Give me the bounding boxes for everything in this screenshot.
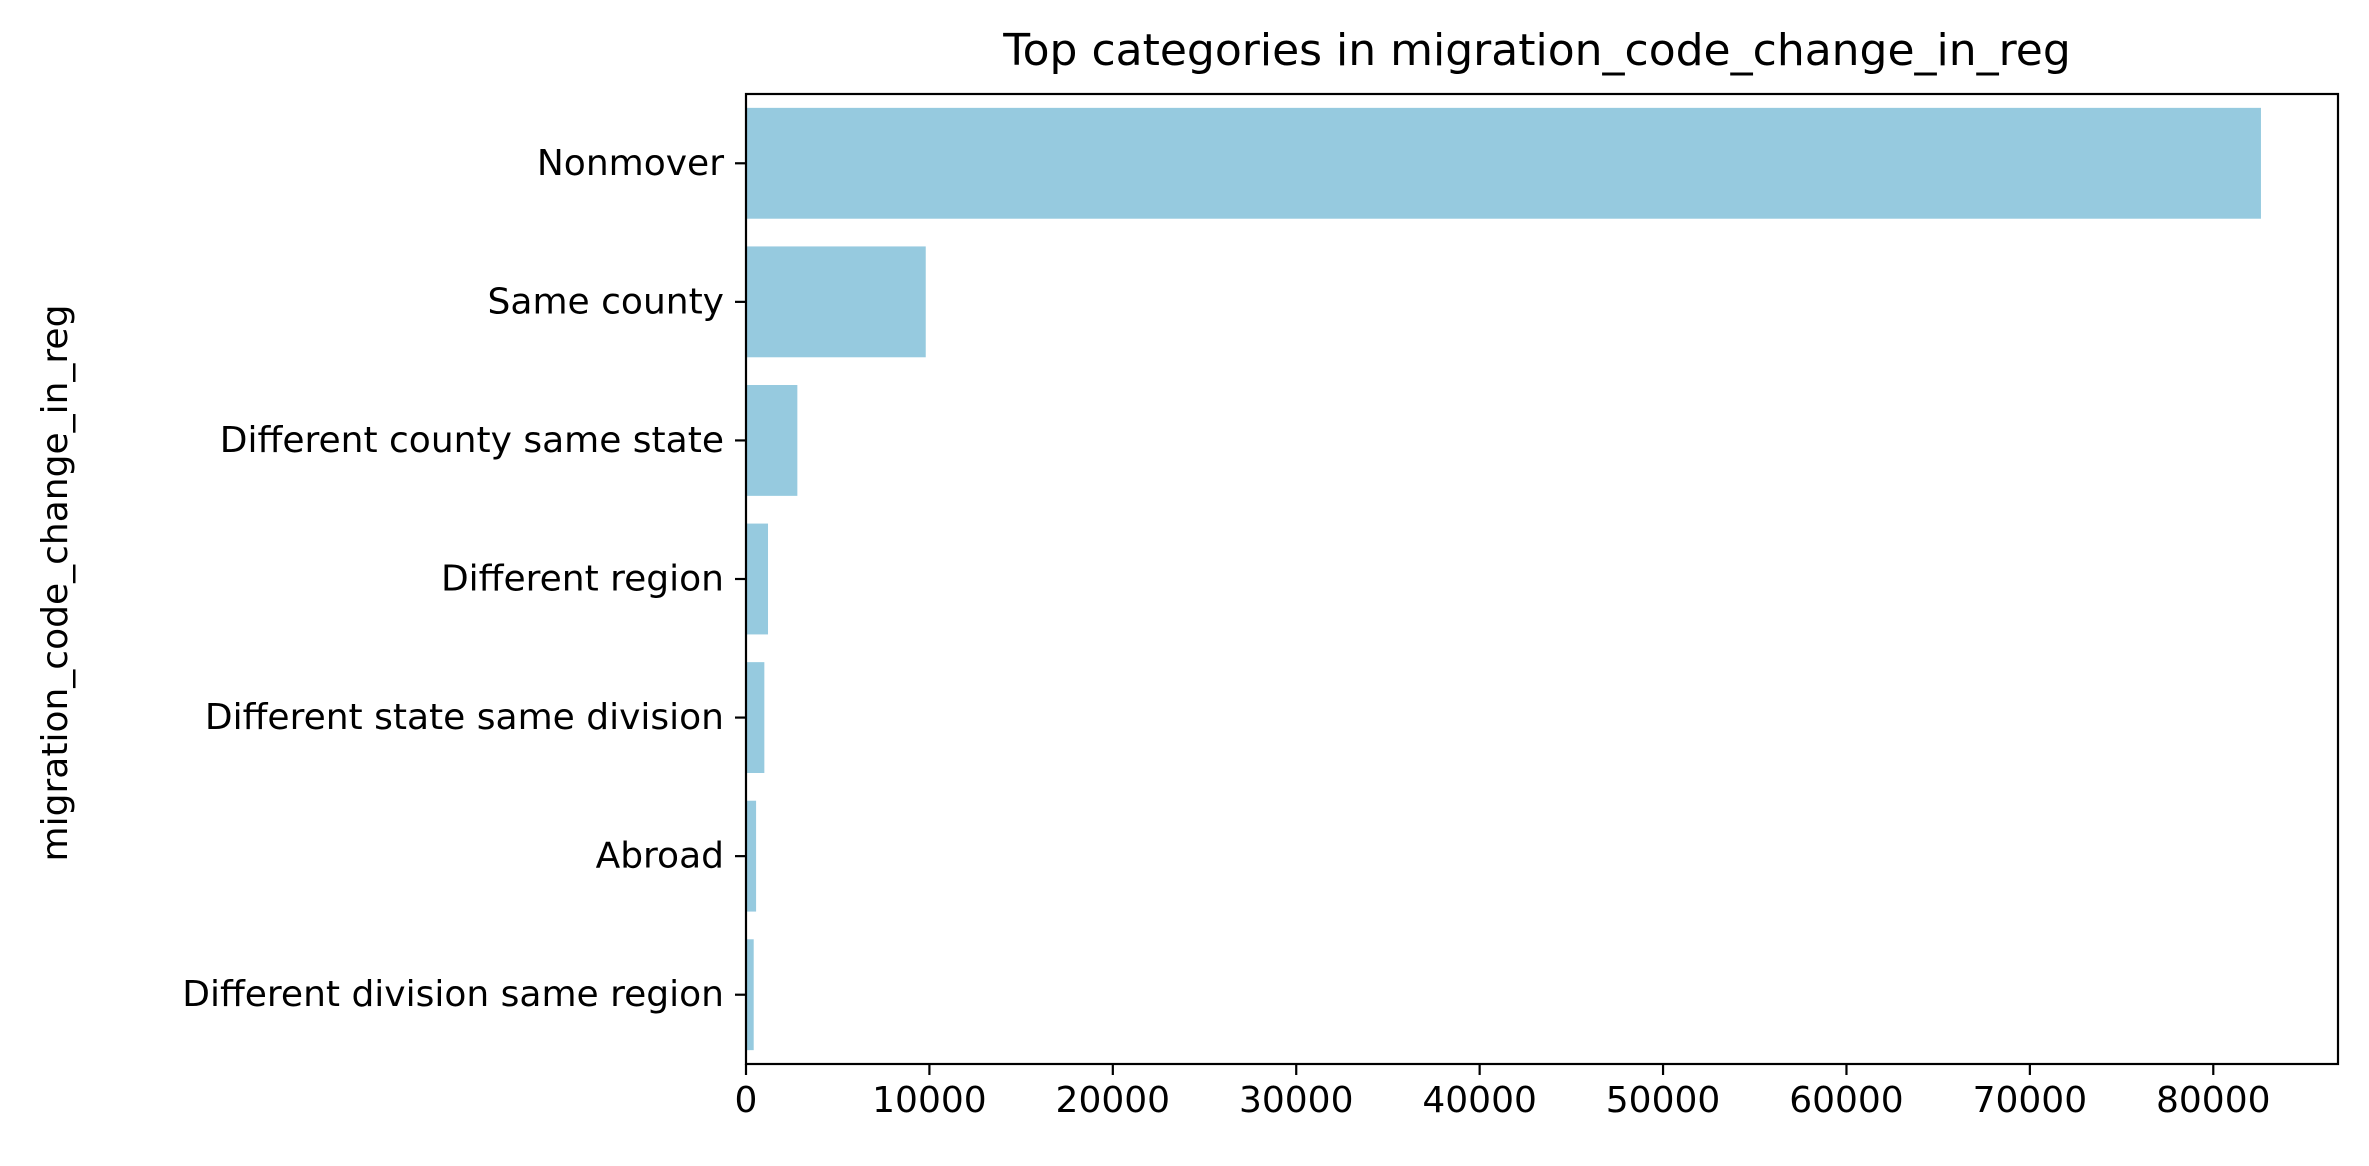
bar-1 [746,246,926,358]
x-tick-label-4: 40000 [1422,1080,1537,1121]
plot-frame [744,92,2340,1066]
bar-4 [746,662,765,773]
x-tick-label-8: 80000 [2156,1080,2271,1121]
y-tick-label-0: Nonmover [537,143,724,184]
chart-title: Top categories in migration_code_change_… [1002,25,2071,76]
x-tick-label-1: 10000 [872,1080,987,1121]
x-tick-label-0: 0 [735,1080,758,1121]
x-tick-label-6: 60000 [1789,1080,1904,1121]
x-ticks-layer: 0 10000 20000 30000 40000 50000 60000 70000 8000… [735,1064,2271,1121]
x-tick-label-5: 50000 [1606,1080,1721,1121]
y-tick-label-1: Same county [488,281,724,322]
y-tick-label-6: Different division same region [182,974,724,1015]
bar-2 [746,385,798,496]
bar-3 [746,523,769,635]
y-tick-label-3: Different region [441,559,724,600]
bar-6 [746,939,754,1051]
bar-0 [746,107,2261,219]
bar-5 [746,800,757,912]
x-tick-label-3: 30000 [1239,1080,1354,1121]
x-tick-label-7: 70000 [1973,1080,2088,1121]
y-tick-label-5: Abroad [596,836,724,877]
bars-layer [746,107,2261,1051]
y-ticks-layer: Nonmover Same county Different county same… [182,143,746,1015]
x-tick-label-2: 20000 [1056,1080,1171,1121]
y-axis-title: migration_code_change_in_reg [35,305,76,862]
y-tick-label-2: Different county same state [220,420,724,461]
y-tick-label-4: Different state same division [205,697,724,738]
